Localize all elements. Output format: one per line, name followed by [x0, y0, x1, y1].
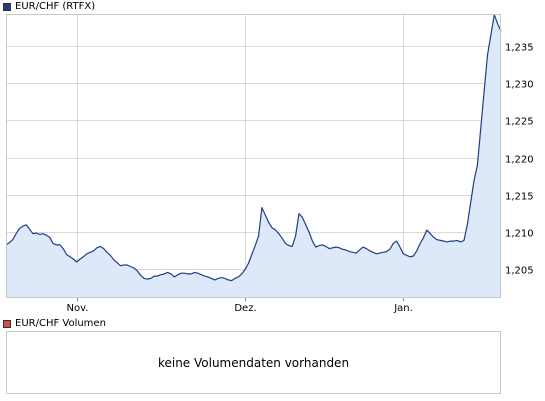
y-tick-label: 1,220: [505, 155, 534, 166]
price-area: [6, 14, 501, 297]
y-tick-label: 1,225: [505, 117, 534, 128]
volume-legend-label: EUR/CHF Volumen: [15, 318, 106, 329]
volume-panel: keine Volumendaten vorhanden: [6, 331, 501, 394]
price-legend: EUR/CHF (RTFX): [3, 1, 95, 13]
x-tick-label: Jan.: [393, 303, 413, 314]
volume-legend-swatch: [3, 320, 11, 328]
y-tick-label: 1,215: [505, 192, 534, 203]
y-tick-label: 1,210: [505, 229, 534, 240]
price-line: [5, 14, 502, 282]
y-tick-label: 1,230: [505, 80, 534, 91]
volume-empty-message: keine Volumendaten vorhanden: [157, 355, 350, 370]
price-legend-label: EUR/CHF (RTFX): [15, 1, 96, 12]
volume-legend: EUR/CHF Volumen: [3, 318, 106, 330]
y-tick-label: 1,235: [505, 43, 534, 54]
plot-frame: [6, 14, 501, 298]
x-tick-label: Nov.: [67, 303, 89, 314]
y-tick-label: 1,205: [505, 266, 534, 277]
x-tick-label: Dez.: [234, 303, 256, 314]
price-chart: 1,205 1,210 1,215 1,220 1,225 1,230 1,235 Nov. D…: [5, 14, 534, 314]
price-legend-swatch: [3, 3, 11, 11]
